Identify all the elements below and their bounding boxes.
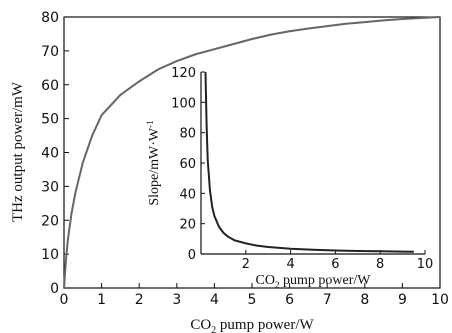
inset-y-tick-label: 100 [171,96,196,111]
main-x-tick-label: 9 [398,292,407,308]
main-y-tick-label: 10 [41,247,59,263]
inset-y-tick-label: 40 [179,187,196,202]
inset-y-tick-label: 60 [179,157,196,172]
inset-y-axis-label-main: Slope/mW·W [147,127,162,206]
main-x-tick-label: 10 [431,292,449,308]
main-y-tick-label: 70 [41,44,59,60]
inset-y-axis-label: Slope/mW·W-1 [145,120,162,205]
main-x-tick-label: 4 [210,292,219,308]
main-x-axis-label-prefix: CO [190,317,211,333]
inset-y-axis-label-sup: -1 [145,120,155,128]
inset-x-tick-label: 10 [417,257,434,272]
inset-x-tick-label: 6 [331,257,339,272]
main-y-axis-label: THz output power/mW [10,81,26,222]
main-x-tick-label: 8 [360,292,369,308]
main-y-tick-label: 40 [41,146,59,162]
inset-x-tick-label: 4 [286,257,294,272]
inset-frame [201,72,425,254]
main-y-tick-label: 50 [41,112,59,128]
inset-y-tick-label: 80 [179,127,196,142]
main-y-tick-label: 0 [50,281,59,297]
main-y-tick-label: 30 [41,179,59,195]
main-y-tick-label: 60 [41,78,59,94]
inset-series-line [204,71,414,253]
main-x-axis-label-sub: 2 [211,325,216,333]
main-x-tick-label: 0 [60,292,69,308]
inset-x-axis-label-sub: 2 [275,280,280,290]
main-series-line [63,16,441,289]
main-x-tick-label: 3 [172,292,181,308]
inset-y-tick-label: 0 [188,248,196,263]
inset-x-tick-label: 8 [376,257,384,272]
inset-x-axis-label: CO2 pump power/W [256,273,372,290]
main-y-tick-label: 20 [41,213,59,229]
main-x-axis-label: CO2 pump power/W [190,317,314,333]
main-x-tick-label: 6 [285,292,294,308]
main-x-axis-label-suffix: pump power/W [216,317,314,333]
main-x-tick-label: 1 [97,292,106,308]
inset-x-tick-label: 2 [242,257,250,272]
inset-y-tick-label: 120 [171,66,196,81]
main-y-tick-label: 80 [41,10,59,26]
inset-x-axis-label-suffix: pump power/W [279,273,371,288]
inset-x-axis-label-prefix: CO [256,273,275,288]
inset-y-tick-label: 20 [179,218,196,233]
main-x-tick-label: 2 [135,292,144,308]
main-x-tick-label: 7 [323,292,332,308]
main-x-tick-label: 5 [248,292,257,308]
